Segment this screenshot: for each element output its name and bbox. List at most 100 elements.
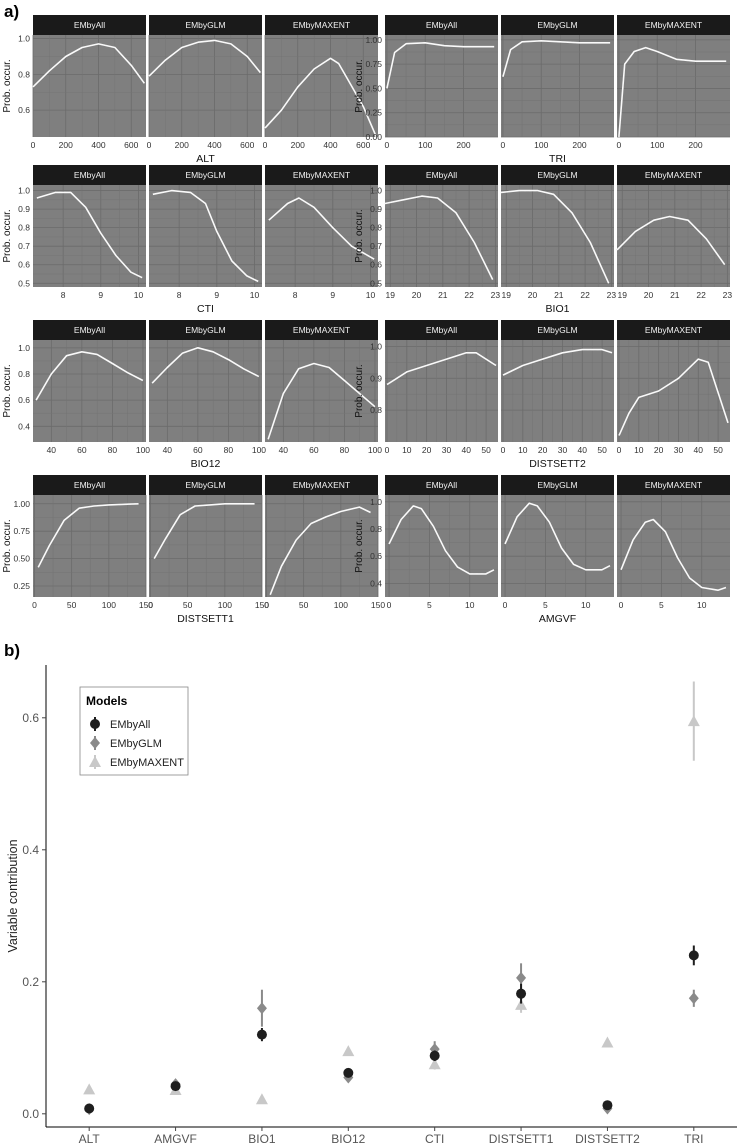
x-tick-label: 0	[31, 140, 36, 150]
data-point	[688, 992, 699, 1005]
response-curve-smoothed	[618, 358, 729, 436]
x-tick-label: 0	[148, 600, 153, 610]
response-curve-smoothed	[384, 195, 494, 280]
x-tick-label: 200	[456, 140, 470, 150]
facet-embyglm: EMbyGLM 40 60 80 100	[149, 320, 266, 455]
legend: Models EMbyAll EMbyGLM EMbyMAXENT	[79, 686, 189, 776]
response-curve-smoothed	[388, 505, 495, 575]
x-tick-label: 100	[650, 140, 664, 150]
y-tick-label: 0.00	[365, 132, 382, 142]
x-tick-label: 60	[77, 445, 87, 455]
y-tick-label: 0.8	[18, 69, 30, 79]
response-curve-smoothed	[269, 506, 371, 596]
x-tick-label: 50	[183, 600, 193, 610]
x-axis-title: CTI	[197, 303, 214, 315]
data-point	[256, 1002, 267, 1015]
x-tick-label: 600	[240, 140, 254, 150]
facet-strip-label: EMbyMAXENT	[645, 20, 702, 30]
facet-embyall: EMbyAll 19 20 21 22 23	[384, 165, 501, 300]
x-tick-label: 20	[422, 445, 432, 455]
x-tick-label: 50	[481, 445, 491, 455]
x-tick-label: 200	[572, 140, 586, 150]
variable-contribution-chart: 0.0 0.2 0.4 0.6 ALT AMGVF BIO1 BIO12 CTI DISTSETT…	[6, 665, 737, 1144]
facet-strip	[501, 475, 614, 495]
x-tick-label: 10	[518, 445, 528, 455]
y-tick-label: 0.8	[370, 223, 382, 233]
y-tick-label: 0.6	[370, 260, 382, 270]
x-axis-title: ALT	[196, 153, 215, 165]
data-point	[343, 1067, 354, 1078]
x-tick-label: 0	[501, 140, 506, 150]
facet-strip-label: EMbyGLM	[185, 325, 225, 335]
series-embymaxent	[83, 681, 700, 1105]
facet-embyall: EMbyAll 0 50 100 150	[32, 475, 153, 610]
x-tick-label: 40	[279, 445, 289, 455]
x-tick-label: 21	[554, 290, 564, 300]
response-curve-smoothed	[267, 362, 376, 440]
x-tick-label: 20	[538, 445, 548, 455]
facet-embymaxent: EMbyMAXENT 0 10 20 30 40 50	[617, 320, 730, 455]
facet-strip	[265, 165, 378, 185]
facet-strip	[265, 15, 378, 35]
x-tick-label: 10	[250, 290, 260, 300]
x-tick-label: 0	[503, 600, 508, 610]
plot-background	[265, 185, 378, 287]
y-tick-label: 0.25	[365, 108, 382, 118]
facet-strip	[501, 320, 614, 340]
x-tick-label: 22	[580, 290, 590, 300]
facet-strip-label: EMbyAll	[74, 20, 105, 30]
plot-background	[385, 495, 498, 597]
data-point	[516, 971, 527, 984]
response-curve-smoothed	[502, 348, 613, 376]
x-tick-label: 20	[412, 290, 422, 300]
x-tick-label: 400	[207, 140, 221, 150]
y-tick-label: 0.8	[370, 524, 382, 534]
x-tick-label: CTI	[425, 1132, 444, 1144]
facet-strip-label: EMbyAll	[426, 325, 457, 335]
facet-strip-label: EMbyGLM	[537, 325, 577, 335]
x-tick-label: 5	[543, 600, 548, 610]
x-tick-label: 5	[427, 600, 432, 610]
x-tick-label: 200	[291, 140, 305, 150]
x-tick-label: 50	[299, 600, 309, 610]
x-tick-label: 0	[387, 600, 392, 610]
x-tick-label: BIO12	[331, 1132, 365, 1144]
plot-background	[501, 340, 614, 442]
facet-strip	[617, 320, 730, 340]
facet-strip	[33, 475, 146, 495]
facet-embymaxent: EMbyMAXENT 0 100 200	[617, 15, 730, 150]
x-tick-label: 0	[264, 600, 269, 610]
x-axis-title: DISTSETT2	[529, 458, 586, 470]
y-axis-title: Variable contribution	[6, 839, 20, 952]
facet-embyglm: EMbyGLM 0 10 20 30 40 50	[501, 320, 614, 455]
x-tick-label: 19	[502, 290, 512, 300]
x-tick-label: 60	[193, 445, 203, 455]
x-tick-label: 100	[136, 445, 150, 455]
x-tick-label: 5	[659, 600, 664, 610]
legend-label: EMbyGLM	[110, 738, 162, 750]
data-point	[601, 1036, 614, 1048]
x-tick-label: 10	[366, 290, 376, 300]
facet-strip	[385, 320, 498, 340]
data-point	[342, 1045, 355, 1057]
response-curve-smoothed	[616, 215, 726, 266]
x-tick-label: 19	[618, 290, 628, 300]
x-tick-label: 20	[654, 445, 664, 455]
y-axis-title: Prob. occur.	[2, 209, 13, 262]
x-axis-title: BIO12	[191, 458, 221, 470]
response-curve-smoothed	[36, 191, 143, 279]
x-tick-label: 19	[386, 290, 396, 300]
facet-embyall: EMbyAll 40 60 80 100	[33, 320, 150, 455]
response-curve-smoothed	[500, 189, 610, 284]
x-tick-label: 23	[491, 290, 501, 300]
response-curve-smoothed	[32, 43, 146, 88]
x-tick-label: 10	[581, 600, 591, 610]
facet-strip	[149, 15, 262, 35]
x-tick-label: 8	[293, 290, 298, 300]
x-tick-label: 600	[356, 140, 370, 150]
y-tick-label: 0.8	[18, 369, 30, 379]
y-axis-title: Prob. occur.	[354, 59, 365, 112]
y-tick-label: 0.8	[18, 223, 30, 233]
